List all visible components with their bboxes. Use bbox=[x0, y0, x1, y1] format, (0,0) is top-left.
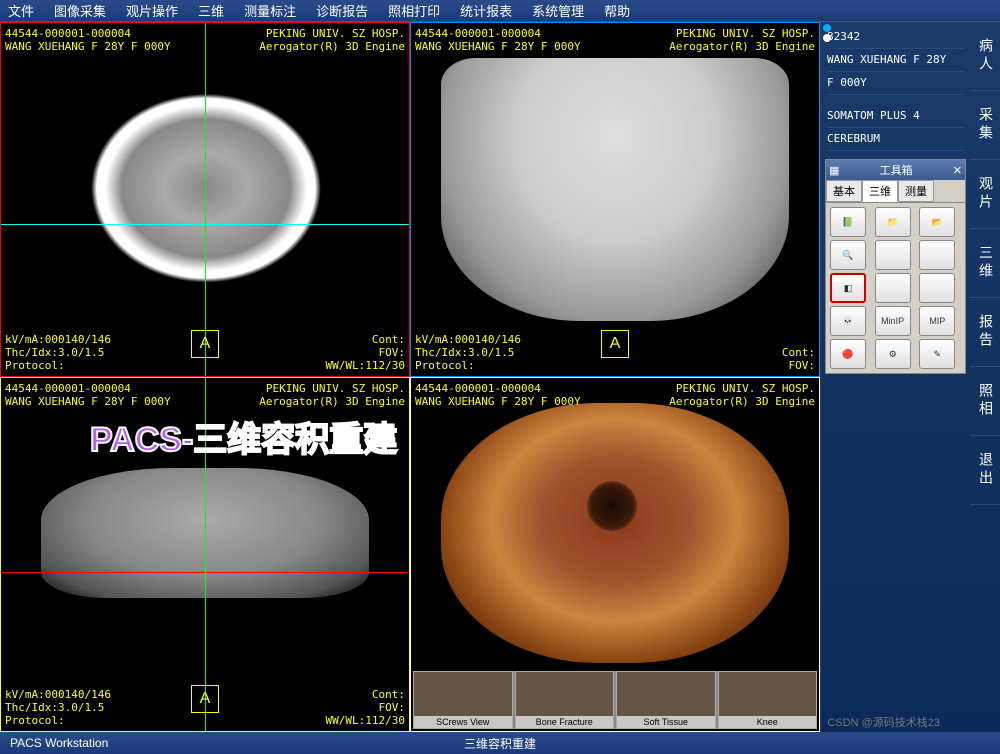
preset-soft[interactable]: Soft Tissue bbox=[616, 671, 716, 729]
vp-info-tr: PEKING UNIV. SZ HOSP.Aerogator(R) 3D Eng… bbox=[259, 27, 405, 53]
blank2[interactable] bbox=[919, 240, 955, 270]
preset-thumbnails: SCrews View Bone Fracture Soft Tissue Kn… bbox=[413, 671, 817, 729]
color-icon[interactable]: 🔴 bbox=[830, 339, 866, 369]
right-panel: 82342 WANG XUEHANG F 28Y F 000Y SOMATOM … bbox=[820, 22, 970, 732]
patient-id: 82342 bbox=[827, 26, 964, 49]
patient-extra: F 000Y bbox=[827, 72, 964, 95]
vp-info-bl: kV/mA:000140/146Thc/Idx:3.0/1.5Protocol: bbox=[415, 333, 521, 372]
skull-icon[interactable]: 💀 bbox=[830, 306, 866, 336]
watermark: CSDN @源码技术栈23 bbox=[827, 714, 940, 730]
toolbox-title-text: 工具箱 bbox=[880, 162, 913, 178]
blank3[interactable] bbox=[875, 273, 911, 303]
zoom-icon[interactable]: 🔍 bbox=[830, 240, 866, 270]
patient-info: 82342 WANG XUEHANG F 28Y F 000Y SOMATOM … bbox=[821, 22, 970, 155]
menu-system[interactable]: 系统管理 bbox=[532, 1, 584, 20]
tool1[interactable]: ⚙ bbox=[875, 339, 911, 369]
sidetab-3d[interactable]: 三维 bbox=[970, 229, 1000, 298]
sidetab-patient[interactable]: 病人 bbox=[970, 22, 1000, 91]
vp-info-tl: 44544-000001-000004WANG XUEHANG F 28Y F … bbox=[415, 382, 581, 408]
orientation-marker: A bbox=[191, 330, 219, 358]
folder-icon[interactable]: 📂 bbox=[919, 207, 955, 237]
crosshair-v[interactable] bbox=[205, 23, 206, 376]
tab-measure[interactable]: 测量 bbox=[898, 180, 934, 202]
viewport-volume[interactable]: 44544-000001-000004WANG XUEHANG F 28Y F … bbox=[410, 377, 820, 732]
side-tabs: 病人 采集 观片 三维 报告 照相 退出 bbox=[970, 22, 1000, 732]
menubar: 文件 图像采集 观片操作 三维 测量标注 诊断报告 照相打印 统计报表 系统管理… bbox=[0, 0, 1000, 22]
volume-render bbox=[441, 403, 789, 663]
skull-3d-render bbox=[441, 58, 789, 321]
toolbox-buttons: 📗 📁 📂 🔍◧💀 MinIP MIP 🔴 ⚙ ✎ bbox=[826, 203, 965, 373]
status-bar: PACS Workstation 三维容积重建 bbox=[0, 732, 1000, 754]
vp-info-bl: kV/mA:000140/146Thc/Idx:3.0/1.5Protocol: bbox=[5, 688, 111, 727]
blank1[interactable] bbox=[875, 240, 911, 270]
sidetab-view[interactable]: 观片 bbox=[970, 160, 1000, 229]
status-center: 三维容积重建 bbox=[464, 735, 536, 752]
menu-measure[interactable]: 测量标注 bbox=[244, 1, 296, 20]
open-icon[interactable]: 📁 bbox=[875, 207, 911, 237]
sidetab-exit[interactable]: 退出 bbox=[970, 436, 1000, 505]
study-name: CEREBRUM bbox=[827, 128, 964, 151]
cube-icon[interactable]: ◧ bbox=[830, 273, 866, 303]
vp-info-br: Cont:FOV:WW/WL:112/30 bbox=[326, 688, 405, 727]
tab-3d[interactable]: 三维 bbox=[862, 180, 898, 202]
preset-knee[interactable]: Knee bbox=[718, 671, 818, 729]
vp-info-bl: kV/mA:000140/146Thc/Idx:3.0/1.5Protocol: bbox=[5, 333, 111, 372]
toolbox-title-icon: ▦ bbox=[829, 164, 839, 177]
menu-3d[interactable]: 三维 bbox=[198, 1, 224, 20]
minip-btn[interactable]: MinIP bbox=[875, 306, 911, 336]
viewport-axial[interactable]: 44544-000001-000004WANG XUEHANG F 28Y F … bbox=[0, 22, 410, 377]
vp-info-tr: PEKING UNIV. SZ HOSP.Aerogator(R) 3D Eng… bbox=[669, 382, 815, 408]
book-icon[interactable]: 📗 bbox=[830, 207, 866, 237]
sidetab-photo[interactable]: 照相 bbox=[970, 367, 1000, 436]
preset-bone[interactable]: Bone Fracture bbox=[515, 671, 615, 729]
toolbox-titlebar[interactable]: ▦ 工具箱 ✕ bbox=[826, 160, 965, 180]
tool2[interactable]: ✎ bbox=[919, 339, 955, 369]
menu-stats[interactable]: 统计报表 bbox=[460, 1, 512, 20]
mip-btn[interactable]: MIP bbox=[919, 306, 955, 336]
menu-capture[interactable]: 图像采集 bbox=[54, 1, 106, 20]
vp-info-br: Cont:FOV: bbox=[782, 346, 815, 372]
scanner-model: SOMATOM PLUS 4 bbox=[827, 105, 964, 128]
sidetab-report[interactable]: 报告 bbox=[970, 298, 1000, 367]
menu-file[interactable]: 文件 bbox=[8, 1, 34, 20]
indicator-dots bbox=[823, 24, 831, 42]
tab-basic[interactable]: 基本 bbox=[826, 180, 862, 202]
vp-info-tl: 44544-000001-000004WANG XUEHANG F 28Y F … bbox=[5, 27, 171, 53]
orientation-marker: A bbox=[191, 685, 219, 713]
viewport-3d-surface[interactable]: 44544-000001-000004WANG XUEHANG F 28Y F … bbox=[410, 22, 820, 377]
status-left: PACS Workstation bbox=[10, 736, 108, 750]
vp-info-tl: 44544-000001-000004WANG XUEHANG F 28Y F … bbox=[5, 382, 171, 408]
sidetab-capture[interactable]: 采集 bbox=[970, 91, 1000, 160]
vp-info-tr: PEKING UNIV. SZ HOSP.Aerogator(R) 3D Eng… bbox=[669, 27, 815, 53]
vp-info-tl: 44544-000001-000004WANG XUEHANG F 28Y F … bbox=[415, 27, 581, 53]
menu-help[interactable]: 帮助 bbox=[604, 1, 630, 20]
orientation-marker: A bbox=[601, 330, 629, 358]
menu-print[interactable]: 照相打印 bbox=[388, 1, 440, 20]
ct-axial-image bbox=[61, 73, 351, 313]
vp-info-tr: PEKING UNIV. SZ HOSP.Aerogator(R) 3D Eng… bbox=[259, 382, 405, 408]
menu-report[interactable]: 诊断报告 bbox=[316, 1, 368, 20]
vp-info-br: Cont:FOV:WW/WL:112/30 bbox=[326, 333, 405, 372]
menu-view[interactable]: 观片操作 bbox=[126, 1, 178, 20]
toolbox-panel: ▦ 工具箱 ✕ 基本 三维 测量 📗 📁 📂 🔍◧💀 MinIP MIP 🔴 ⚙ ✎ bbox=[825, 159, 966, 374]
patient-name: WANG XUEHANG F 28Y bbox=[827, 49, 964, 72]
close-icon[interactable]: ✕ bbox=[953, 164, 962, 177]
blank4[interactable] bbox=[919, 273, 955, 303]
toolbox-tabs: 基本 三维 测量 bbox=[826, 180, 965, 203]
overlay-title: PACS-三维容积重建 bbox=[90, 412, 397, 461]
viewport-grid: 44544-000001-000004WANG XUEHANG F 28Y F … bbox=[0, 22, 820, 732]
preset-screws[interactable]: SCrews View bbox=[413, 671, 513, 729]
